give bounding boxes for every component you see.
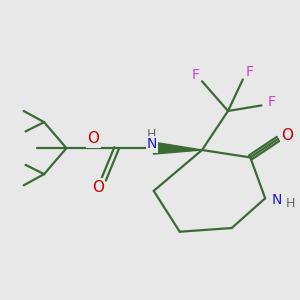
Text: N: N <box>272 193 282 207</box>
Text: F: F <box>268 95 276 109</box>
Text: O: O <box>92 180 104 195</box>
Text: F: F <box>246 65 254 79</box>
Text: O: O <box>88 131 100 146</box>
Text: H: H <box>286 197 295 210</box>
Text: H: H <box>147 128 157 140</box>
Polygon shape <box>154 142 202 154</box>
Text: F: F <box>191 68 199 82</box>
Text: O: O <box>281 128 293 142</box>
Text: N: N <box>147 137 157 152</box>
